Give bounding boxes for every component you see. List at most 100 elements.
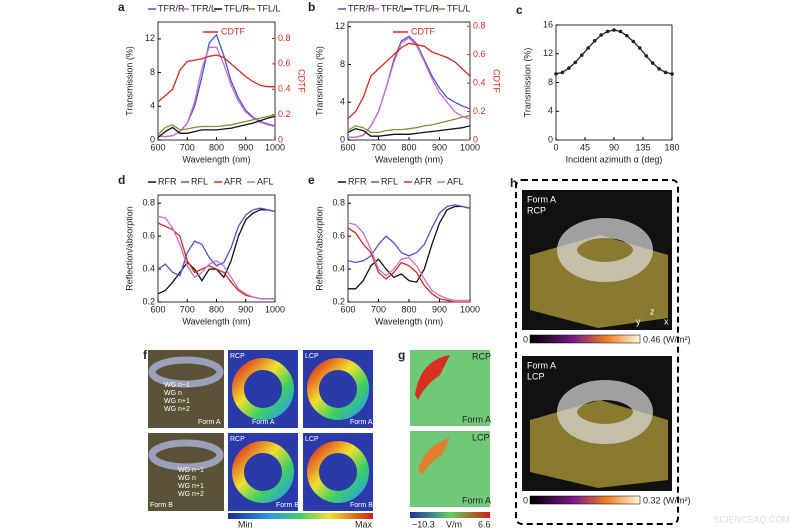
colorbar-label: 0 [523,334,528,344]
pol-label: RCP [230,353,245,360]
helix [557,380,653,444]
y-tick-label: 4 [548,106,553,116]
y2-tick-label: 0.2 [473,106,486,116]
x-tick-label: 700 [371,142,386,152]
plot-frame [555,24,673,141]
legend-label: TFL/L [257,3,281,13]
wg-label: WG n−1 [164,382,190,389]
y-tick-label: 0.2 [332,296,345,306]
wg-label: WG n+1 [178,483,204,490]
colorbar-label: 0.32 (W/m²) [643,495,691,505]
y-tick-label: 0 [340,134,345,144]
form-label: Form A [252,419,275,426]
wg-label: WG n+2 [164,406,190,413]
form-label: Form B [276,502,299,509]
legend-label: RFR [348,176,367,186]
field-hotspot [415,355,450,400]
colorbar-unit: V/m [446,519,462,529]
y-tick-label: 0.6 [142,231,155,241]
y-tick-label: 12 [543,48,553,58]
colorbar [228,513,373,519]
x-tick-label: 900 [238,142,253,152]
x-axis-label: Wavelength (nm) [182,316,250,326]
panel-g: g RCP LCP Form A Form A −10.3 V/m 6.6 [398,348,491,529]
x-tick-label: 600 [150,304,165,314]
wg-label: WG n−1 [178,467,204,474]
x-tick-label: 700 [371,304,386,314]
x-tick-label: 600 [340,304,355,314]
x-tick-label: 800 [209,304,224,314]
y-axis-label: Reflection/absorption [124,206,134,291]
panel-letter: e [308,173,315,187]
colorbar-label: 6.6 [478,519,491,529]
plot-frame [347,21,471,141]
colorbar [529,334,641,344]
x-tick-label: 0 [553,142,558,152]
x-tick-label: 135 [635,142,650,152]
series-line [348,37,471,138]
y2-tick-label: 0.6 [473,49,486,59]
x-tick-label: 180 [664,142,679,152]
axis-label: z [650,306,655,316]
pol-label: LCP [305,436,319,443]
y-tick-label: 0.4 [142,263,155,273]
wg-label: WG n [164,390,182,397]
legend-label: TFL/R [224,3,250,13]
panel-h: h Form A RCP Form A LCP y z x 0 0.46 (W/… [510,176,691,525]
x-tick-label: 700 [180,142,195,152]
field-hotspot [418,438,450,475]
colorbar-label: Min [238,519,253,529]
form-label: Form A [350,419,373,426]
wg-label: WG n+1 [164,398,190,405]
legend-label: AFL [447,176,464,186]
waveguide [148,439,224,471]
y-axis-label: Transmission (%) [314,46,324,116]
form-label: Form A [462,495,491,505]
y2-tick-label: 0.2 [278,109,291,119]
y-tick-label: 0.6 [332,231,345,241]
y-tick-label: 4 [340,97,345,107]
x-tick-label: 600 [340,142,355,152]
y2-tick-label: 0.4 [473,78,486,88]
legend-label: TFR/L [191,3,216,13]
series-line [555,29,673,75]
legend-label: RFR [158,176,177,186]
y-tick-label: 12 [335,21,345,31]
panel-letter: c [516,3,523,17]
series-line [348,35,471,138]
pol-label: LCP [527,371,545,381]
legend-label: TFR/R [158,3,185,13]
panel-f: f WG n−1 WG n WG n+1 WG n+2 Form A WG n−… [143,348,373,529]
y-tick-label: 16 [543,19,553,29]
watermark: SCIENCEAQ.COM [713,514,790,524]
y-tick-label: 8 [150,67,155,77]
legend-label: TFL/L [447,3,471,13]
legend-label: TFR/L [381,3,406,13]
series-line [157,54,275,103]
y2-tick-label: 0.8 [473,21,486,31]
waveguide [148,356,224,388]
panel-letter: f [143,348,148,362]
pol-label: LCP [472,432,490,442]
x-tick-label: 800 [209,142,224,152]
legend-label: RFL [191,176,208,186]
colorbar-label: −10.3 [412,519,435,529]
series-line [157,215,275,300]
form-label: Form A [198,419,221,426]
pol-label: RCP [472,351,491,361]
x-tick-label: 1000 [460,304,480,314]
pol-label: RCP [230,436,245,443]
panel-letter: d [118,173,125,187]
legend-label: TFR/R [348,3,375,13]
form-label: Form A [462,414,491,424]
axis-label: x [664,316,669,326]
series-line [347,125,471,137]
dashed-frame [515,179,679,525]
y-tick-label: 0.2 [142,296,155,306]
y-axis-label: Transmission (%) [124,46,134,116]
x-tick-label: 900 [238,304,253,314]
legend-label: AFR [224,176,243,186]
axis-label: y [636,316,641,326]
